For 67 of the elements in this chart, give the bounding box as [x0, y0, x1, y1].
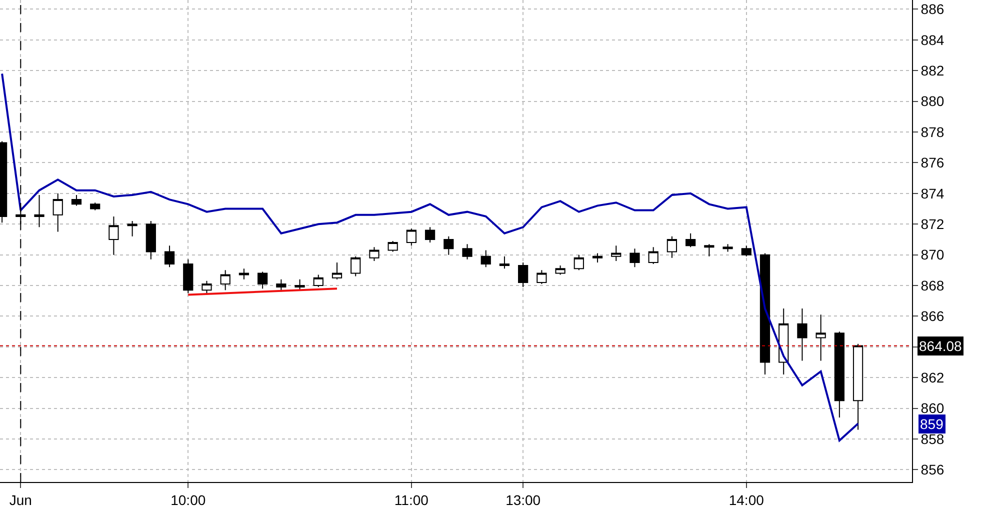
candlestick: [388, 240, 398, 252]
candlestick: [90, 202, 100, 211]
candlestick: [276, 278, 286, 292]
y-tick-label: 866: [920, 308, 944, 324]
candlestick: [183, 258, 194, 294]
candlestick: [313, 274, 324, 288]
text: 859: [920, 416, 944, 432]
candlestick: [127, 220, 138, 237]
candlestick: [499, 256, 510, 270]
y-tick-label: 882: [920, 62, 944, 79]
candlestick: [722, 244, 733, 252]
x-tick-label: 11:00: [394, 492, 429, 508]
candlestick: [852, 343, 864, 430]
candlestick: [294, 278, 305, 291]
candlestick: [369, 246, 380, 262]
y-tick-label: 858: [920, 430, 944, 447]
candlestick: [52, 192, 63, 232]
candlestick: [220, 270, 230, 291]
y-tick-label: 860: [920, 400, 944, 416]
y-tick-label: 870: [920, 246, 944, 263]
y-tick-label: 868: [920, 277, 944, 294]
candlestick: [592, 252, 603, 263]
candlestick: [518, 262, 528, 288]
y-tick-label: 886: [920, 1, 944, 18]
candlestick: [686, 232, 696, 248]
y-tick-label: 876: [920, 154, 944, 171]
candlestick: [666, 236, 678, 258]
candlestick: [71, 194, 82, 206]
candlestick: [611, 245, 622, 262]
candlestick: [108, 216, 119, 256]
y-tick-label: 872: [920, 216, 944, 232]
candlestick: [202, 280, 212, 296]
candlestick: [34, 194, 44, 228]
x-tick-label: 14:00: [728, 492, 764, 508]
candlestick: [480, 250, 491, 268]
candlestick: [704, 244, 714, 257]
candlestick: [760, 252, 770, 376]
candlestick: [816, 314, 826, 362]
ref-line-label: 864.08: [919, 338, 962, 354]
candlestick: [834, 331, 844, 418]
x-tick-label: Jun: [9, 492, 32, 508]
y-tick-label: 880: [920, 93, 944, 110]
candlestick: [258, 271, 268, 290]
candlestick: [444, 236, 454, 256]
y-tick-label: 878: [920, 124, 944, 140]
y-tick-label: 856: [920, 462, 944, 478]
candlestick: [648, 246, 658, 265]
x-tick-label: 13:00: [506, 492, 541, 508]
candlestick: [164, 245, 175, 268]
y-tick-label: 862: [920, 370, 944, 386]
candlestick: [536, 270, 547, 284]
line-series: [1, 72, 860, 442]
candlestick: [332, 262, 342, 280]
x-tick-label: 10:00: [170, 492, 206, 508]
candlestick: [350, 256, 361, 277]
candlestick: [741, 245, 752, 257]
y-tick-label: 874: [920, 185, 944, 202]
candlestick: [406, 228, 416, 246]
candlestick: [555, 265, 566, 276]
candlestick: [146, 220, 156, 260]
candlestick: [797, 308, 808, 362]
candlestick: [238, 268, 250, 280]
y-tick-label: 884: [920, 32, 944, 48]
candlestick: [630, 248, 640, 268]
candlestick: [574, 254, 584, 271]
candlestick: [424, 226, 436, 244]
candlestick: [462, 244, 472, 260]
